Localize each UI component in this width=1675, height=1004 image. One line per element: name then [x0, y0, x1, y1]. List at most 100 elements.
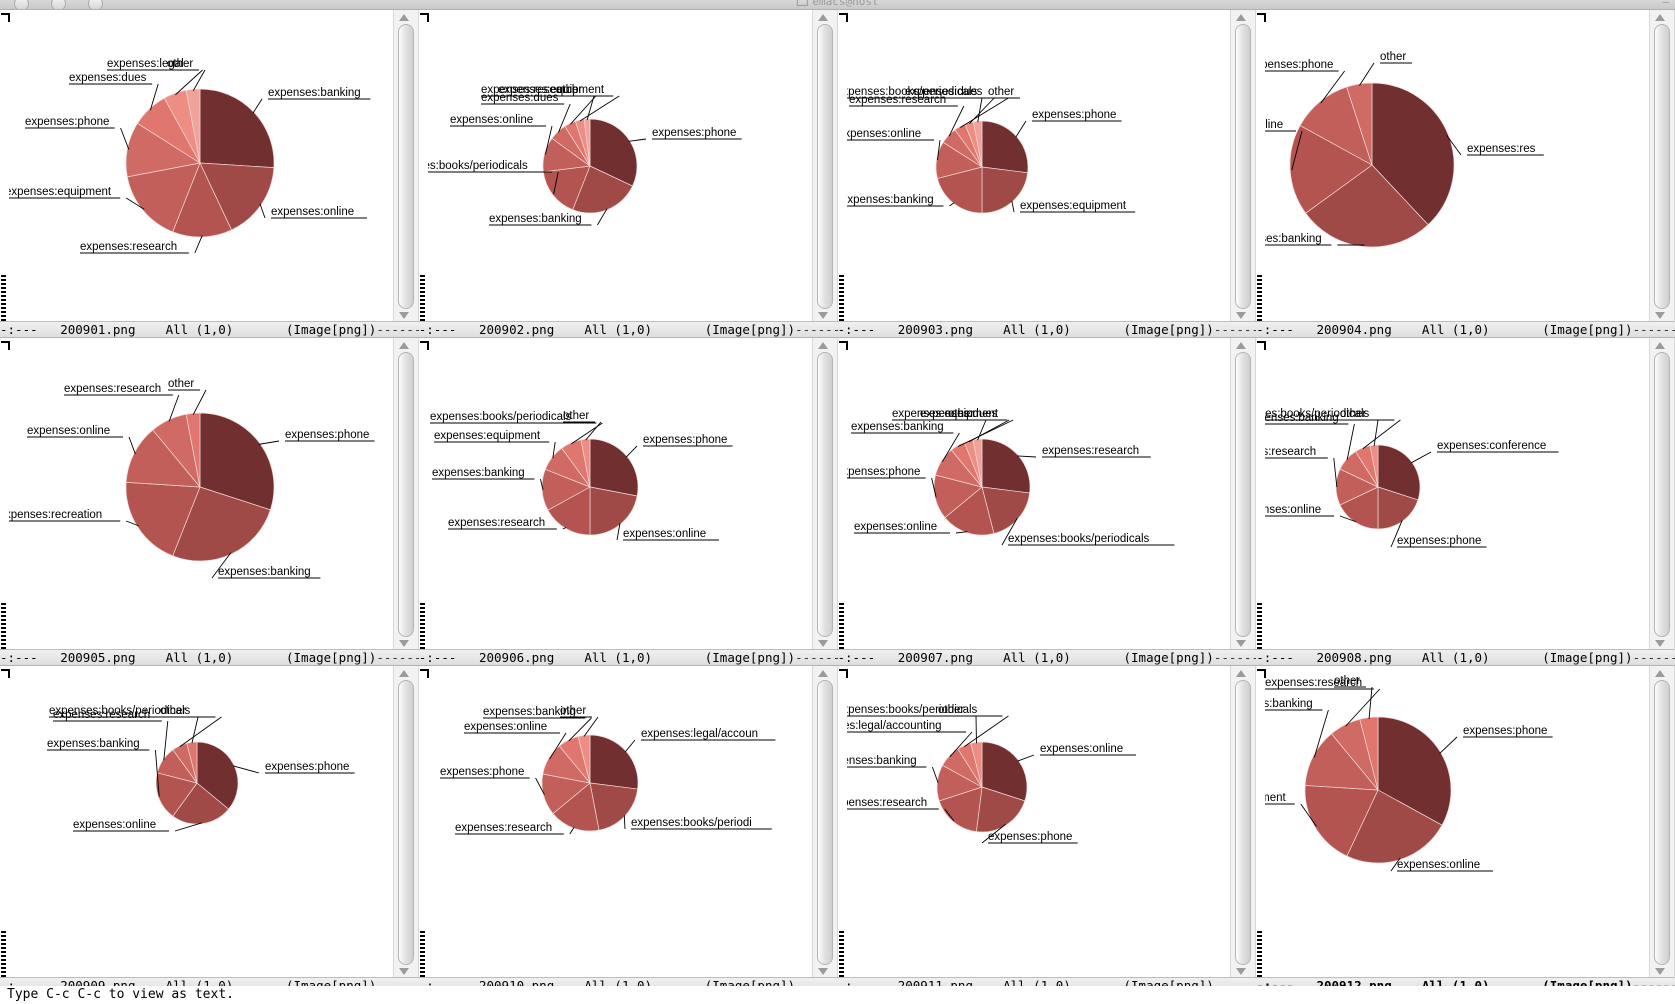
scrollbar-thumb[interactable] — [816, 352, 833, 637]
scroll-down-arrow-icon[interactable] — [398, 312, 409, 319]
scroll-down-arrow-icon[interactable] — [1655, 312, 1665, 319]
modeline-gap — [875, 322, 898, 337]
vertical-scrollbar[interactable] — [1230, 666, 1257, 979]
scrollbar-thumb[interactable] — [1654, 352, 1670, 637]
scrollbar-thumb[interactable] — [816, 680, 833, 965]
emacs-window-200906[interactable]: expenses:phone expenses:online expenses:re… — [418, 338, 838, 666]
scroll-down-arrow-icon[interactable] — [817, 640, 828, 647]
left-fringe — [1256, 338, 1267, 651]
scrollbar-thumb[interactable] — [1235, 352, 1252, 637]
emacs-window-200908[interactable]: expenses:conference expenses:phone expense… — [1256, 338, 1675, 666]
vertical-scrollbar[interactable] — [811, 666, 838, 979]
image-canvas[interactable]: expenses:phone expenses:equipment expenses… — [846, 10, 1231, 323]
pie-callout: expenses:research — [448, 517, 567, 530]
pie-slice — [572, 165, 633, 214]
emacs-window-200907[interactable]: expenses:research expenses:books/periodic… — [837, 338, 1257, 666]
modeline-gap — [456, 650, 479, 665]
vertical-scrollbar[interactable] — [1649, 338, 1675, 651]
scroll-down-arrow-icon[interactable] — [1655, 968, 1665, 975]
scrollbar-thumb[interactable] — [397, 352, 414, 637]
scroll-up-arrow-icon[interactable] — [817, 670, 828, 677]
image-canvas[interactable]: expenses:phone expenses:banking xpenses:re… — [9, 338, 393, 651]
emacs-window-200901[interactable]: expenses:banking expenses:online expenses:… — [0, 10, 419, 338]
window-body: expenses:phone expenses:banking xpenses:re… — [0, 338, 419, 651]
scroll-up-arrow-icon[interactable] — [1655, 14, 1665, 21]
vertical-scrollbar[interactable] — [392, 666, 419, 979]
pie-slice-label: expenses:books/periodicals — [1008, 533, 1150, 545]
image-canvas[interactable]: expenses:conference expenses:phone expense… — [1265, 338, 1649, 651]
modeline: -:--- 200905.png All (1,0) (Image[png])-… — [0, 649, 419, 666]
emacs-window-200903[interactable]: expenses:phone expenses:equipment expenses… — [837, 10, 1257, 338]
vertical-scrollbar[interactable] — [811, 10, 838, 323]
scroll-down-arrow-icon[interactable] — [398, 640, 409, 647]
scroll-up-arrow-icon[interactable] — [1236, 670, 1247, 677]
titlebar-window-controls[interactable] — [14, 0, 103, 9]
scroll-up-arrow-icon[interactable] — [1236, 14, 1247, 21]
modeline-buffer-name: 200902.png — [478, 322, 585, 337]
minimize-icon[interactable] — [51, 0, 66, 9]
pie-slice — [577, 734, 591, 784]
image-canvas[interactable]: expenses:online expenses:phone expenses:re… — [846, 666, 1231, 979]
scroll-up-arrow-icon[interactable] — [398, 342, 409, 349]
close-icon[interactable] — [14, 0, 29, 9]
image-canvas[interactable]: expenses:phone expenses:online xpenses:equ… — [1265, 666, 1649, 979]
truncation-corner-icon — [1257, 13, 1267, 22]
scrollbar-thumb[interactable] — [1235, 24, 1252, 309]
modeline-prefix: -:--- — [0, 322, 38, 337]
window-body: expenses:conference expenses:phone expense… — [1256, 338, 1675, 651]
scroll-down-arrow-icon[interactable] — [1655, 640, 1665, 647]
scrollbar-thumb[interactable] — [1235, 680, 1252, 965]
scroll-up-arrow-icon[interactable] — [1236, 342, 1247, 349]
image-canvas[interactable]: expenses:phone expenses:online expenses:ba… — [9, 666, 393, 979]
scroll-down-arrow-icon[interactable] — [1236, 968, 1247, 975]
scroll-up-arrow-icon[interactable] — [398, 14, 409, 21]
vertical-scrollbar[interactable] — [811, 338, 838, 651]
vertical-scrollbar[interactable] — [1649, 10, 1675, 323]
image-canvas[interactable]: expenses:legal/accoun expenses:books/peri… — [428, 666, 812, 979]
scroll-down-arrow-icon[interactable] — [817, 312, 828, 319]
emacs-window-200902[interactable]: expenses:phone expenses:banking enses:book… — [418, 10, 838, 338]
pie-callout: other — [948, 408, 987, 441]
scroll-up-arrow-icon[interactable] — [817, 14, 828, 21]
scroll-up-arrow-icon[interactable] — [1655, 670, 1665, 677]
vertical-scrollbar[interactable] — [1230, 338, 1257, 651]
emacs-window-200910[interactable]: expenses:legal/accoun expenses:books/peri… — [418, 666, 838, 994]
pie-slice-label: expenses:online — [271, 206, 354, 218]
pie-callout: other — [160, 705, 199, 744]
image-canvas[interactable]: expenses:research expenses:books/periodic… — [846, 338, 1231, 651]
maximize-icon[interactable] — [88, 0, 103, 9]
pie-callout: expenses:banking — [483, 706, 592, 742]
scroll-down-arrow-icon[interactable] — [817, 968, 828, 975]
pie-slice — [1346, 789, 1443, 864]
vertical-scrollbar[interactable] — [392, 338, 419, 651]
emacs-window-200904[interactable]: expenses:res expenses:banking expenses:onl… — [1256, 10, 1675, 338]
pie-slice-label: other — [168, 378, 194, 390]
image-canvas[interactable]: expenses:phone expenses:online expenses:re… — [428, 338, 812, 651]
scrollbar-thumb[interactable] — [1654, 680, 1670, 965]
modeline-filler: ------------ — [795, 322, 838, 337]
scrollbar-thumb[interactable] — [1654, 24, 1670, 309]
pie-chart: expenses:phone expenses:banking enses:book… — [427, 84, 742, 226]
scroll-down-arrow-icon[interactable] — [398, 968, 409, 975]
vertical-scrollbar[interactable] — [392, 10, 419, 323]
scroll-up-arrow-icon[interactable] — [398, 670, 409, 677]
image-canvas[interactable]: expenses:phone expenses:banking enses:book… — [427, 10, 812, 323]
scroll-down-arrow-icon[interactable] — [1236, 640, 1247, 647]
scrollbar-thumb[interactable] — [397, 680, 414, 965]
scroll-up-arrow-icon[interactable] — [1655, 342, 1665, 349]
emacs-window-200909[interactable]: expenses:phone expenses:online expenses:ba… — [0, 666, 419, 994]
vertical-scrollbar[interactable] — [1649, 666, 1675, 979]
scroll-down-arrow-icon[interactable] — [1236, 312, 1247, 319]
pie-slice-label: other — [938, 704, 964, 716]
image-canvas[interactable]: expenses:res expenses:banking expenses:onl… — [1265, 10, 1649, 323]
vertical-scrollbar[interactable] — [1230, 10, 1257, 323]
scrollbar-thumb[interactable] — [397, 24, 414, 309]
scroll-up-arrow-icon[interactable] — [817, 342, 828, 349]
image-canvas[interactable]: expenses:banking expenses:online expenses:… — [9, 10, 393, 323]
modeline-position: All (1,0) — [584, 650, 705, 665]
pie-callout: expenses:dues — [69, 72, 159, 111]
scrollbar-thumb[interactable] — [816, 24, 833, 309]
emacs-window-200905[interactable]: expenses:phone expenses:banking xpenses:re… — [0, 338, 419, 666]
emacs-window-200912[interactable]: expenses:phone expenses:online xpenses:equ… — [1256, 666, 1675, 994]
emacs-window-200911[interactable]: expenses:online expenses:phone expenses:re… — [837, 666, 1257, 994]
